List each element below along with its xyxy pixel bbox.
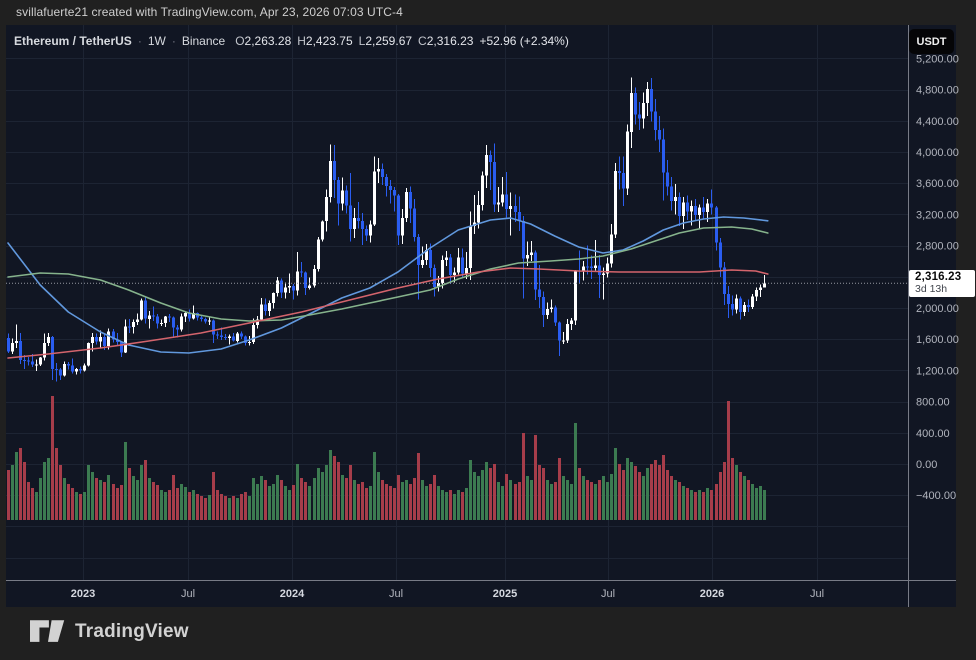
price-axis[interactable]: 5,200.00 4,800.00 4,400.00 4,000.00 3,600.00… (916, 53, 959, 502)
svg-text:4,800.00: 4,800.00 (916, 85, 959, 97)
tradingview-logo-icon[interactable] (30, 619, 66, 644)
symbol-title[interactable]: Ethereum / TetherUS (14, 34, 132, 48)
svg-text:Jul: Jul (181, 588, 195, 600)
change-value: +52.96 (+2.34%) (479, 34, 569, 48)
chart-legend: Ethereum / TetherUS · 1W · Binance O2,26… (14, 34, 569, 48)
currency-toggle-button[interactable]: USDT (909, 29, 954, 54)
time-axis[interactable]: 2023 Jul 2024 Jul 2025 Jul 2026 Jul (71, 588, 824, 600)
attribution-text: svillafuerte21 created with TradingView.… (16, 5, 403, 19)
tradingview-logo-text[interactable]: TradingView (75, 620, 189, 642)
current-price-value: 2,316.23 (915, 271, 962, 283)
high-value: H2,423.75 (297, 34, 353, 48)
svg-text:3,200.00: 3,200.00 (916, 209, 959, 221)
volume-bars (7, 396, 766, 520)
svg-text:Jul: Jul (601, 588, 615, 600)
legend-separator-2: · (171, 34, 176, 48)
open-value: O2,263.28 (235, 34, 292, 48)
close-value: C2,316.23 (418, 34, 474, 48)
interval-label[interactable]: 1W (147, 34, 166, 48)
ma-line-red (7, 267, 769, 359)
svg-text:2023: 2023 (71, 588, 95, 600)
svg-text:0.00: 0.00 (916, 459, 937, 471)
svg-text:4,400.00: 4,400.00 (916, 116, 959, 128)
svg-text:2026: 2026 (700, 588, 724, 600)
svg-text:400.00: 400.00 (916, 428, 950, 440)
current-price-label: 2,316.23 3d 13h (909, 270, 975, 297)
svg-text:5,200.00: 5,200.00 (916, 53, 959, 65)
svg-text:4,000.00: 4,000.00 (916, 147, 959, 159)
svg-text:Jul: Jul (810, 588, 824, 600)
ma-line-green (7, 226, 769, 322)
svg-text:3,600.00: 3,600.00 (916, 178, 959, 190)
svg-text:−400.00: −400.00 (916, 490, 956, 502)
svg-text:2024: 2024 (280, 588, 305, 600)
svg-text:800.00: 800.00 (916, 397, 950, 409)
svg-text:1,200.00: 1,200.00 (916, 365, 959, 377)
exchange-label: Binance (181, 34, 226, 48)
low-value: L2,259.67 (358, 34, 413, 48)
svg-text:2,000.00: 2,000.00 (916, 303, 959, 315)
ma-line-blue (7, 216, 769, 354)
legend-separator: · (137, 34, 142, 48)
footer-bar: TradingView (30, 619, 189, 644)
svg-text:2,800.00: 2,800.00 (916, 241, 959, 253)
bar-countdown: 3d 13h (915, 283, 948, 295)
axis-borders (6, 25, 956, 607)
svg-text:2025: 2025 (493, 588, 517, 600)
svg-text:1,600.00: 1,600.00 (916, 334, 959, 346)
svg-text:Jul: Jul (389, 588, 403, 600)
candles-layer (7, 77, 766, 382)
